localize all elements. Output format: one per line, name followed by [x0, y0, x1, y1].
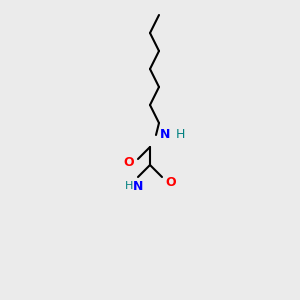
Text: H: H	[125, 181, 133, 191]
Text: H: H	[175, 128, 185, 142]
Text: O: O	[124, 155, 134, 169]
Text: N: N	[160, 128, 170, 142]
Text: N: N	[133, 179, 143, 193]
Text: O: O	[166, 176, 176, 190]
